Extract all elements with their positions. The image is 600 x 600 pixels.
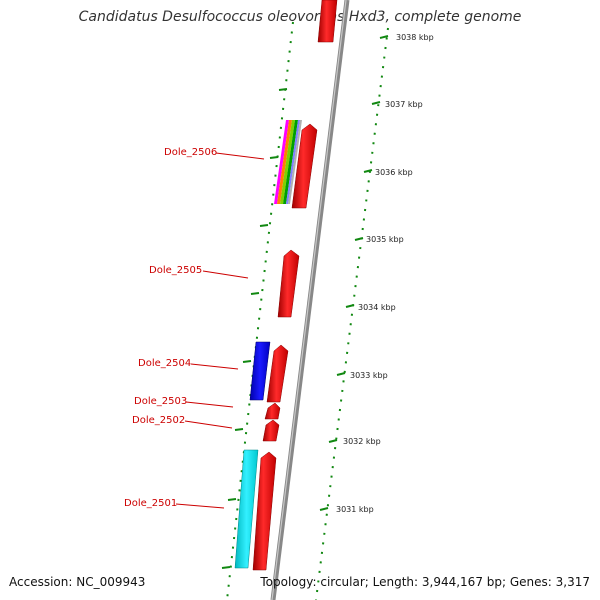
- map-title: Candidatus Desulfococcus oleovorans Hxd3…: [78, 9, 522, 25]
- major-tick: [259, 224, 269, 227]
- major-tick: [221, 566, 231, 569]
- gene-label-dole-2503[interactable]: Dole_2503: [134, 396, 187, 407]
- gene-block-dole-2501[interactable]: [234, 449, 259, 569]
- gene-arrow-top[interactable]: [317, 0, 338, 43]
- scale-label-3037: 3037 kbp: [385, 100, 423, 109]
- leader-line-dole-2506: [215, 152, 265, 160]
- rainbow-stripe: [288, 120, 302, 204]
- leader-line-dole-2505: [202, 270, 249, 279]
- genome-backbone: [270, 0, 350, 600]
- rainbow-stripe: [283, 120, 298, 204]
- major-tick: [328, 439, 338, 443]
- rainbow-stripe: [280, 120, 295, 204]
- rainbow-stripe: [274, 120, 289, 204]
- gene-arrow-dole-2504[interactable]: [266, 344, 289, 403]
- genome-backbone-highlight: [271, 0, 347, 600]
- scale-label-3035: 3035 kbp: [366, 235, 404, 244]
- major-tick: [227, 498, 237, 501]
- major-tick: [354, 237, 364, 241]
- gene-arrow-dole-2505[interactable]: [277, 249, 300, 318]
- scale-label-3036: 3036 kbp: [375, 168, 413, 177]
- major-tick: [250, 292, 260, 295]
- major-tick: [371, 101, 381, 105]
- right-tick-track: [315, 27, 389, 600]
- gene-block-dole-2504[interactable]: [249, 341, 271, 401]
- major-tick: [278, 88, 288, 91]
- scale-label-3033: 3033 kbp: [350, 371, 388, 380]
- major-tick: [234, 428, 244, 431]
- genome-summary: Topology: circular; Length: 3,944,167 bp…: [260, 575, 590, 589]
- accession-label: Accession: NC_009943: [9, 575, 146, 589]
- major-tick: [242, 360, 252, 363]
- gene-label-dole-2504[interactable]: Dole_2504: [138, 358, 191, 369]
- major-ticks: [221, 35, 389, 569]
- scale-label-3034: 3034 kbp: [358, 303, 396, 312]
- left-tick-track: [226, 21, 294, 600]
- leader-line-dole-2504: [190, 363, 239, 370]
- gene-arrow-dole-2502[interactable]: [262, 419, 280, 442]
- major-tick: [345, 304, 355, 308]
- major-tick: [269, 156, 279, 159]
- leader-line-dole-2503: [185, 401, 234, 408]
- major-tick: [363, 169, 373, 173]
- gene-arrow-dole-2506[interactable]: [291, 123, 318, 209]
- gene-label-dole-2506[interactable]: Dole_2506: [164, 147, 217, 158]
- rainbow-stripe: [286, 120, 300, 204]
- leader-line-dole-2502: [184, 420, 233, 429]
- major-tick: [336, 372, 346, 376]
- scale-label-3038: 3038 kbp: [396, 33, 434, 42]
- gene-label-dole-2505[interactable]: Dole_2505: [149, 265, 202, 276]
- leader-line-dole-2501: [175, 503, 225, 509]
- scale-label-3031: 3031 kbp: [336, 505, 374, 514]
- gene-label-dole-2502[interactable]: Dole_2502: [132, 415, 185, 426]
- gene-block-dole-2506-rainbow[interactable]: [274, 120, 302, 204]
- scale-label-3032: 3032 kbp: [343, 437, 381, 446]
- gene-arrow-dole-2501[interactable]: [252, 451, 277, 571]
- gene-arrow-dole-2503[interactable]: [264, 402, 281, 420]
- major-tick: [379, 35, 389, 39]
- gene-label-dole-2501[interactable]: Dole_2501: [124, 498, 177, 509]
- major-tick: [319, 507, 329, 511]
- rainbow-stripe: [277, 120, 292, 204]
